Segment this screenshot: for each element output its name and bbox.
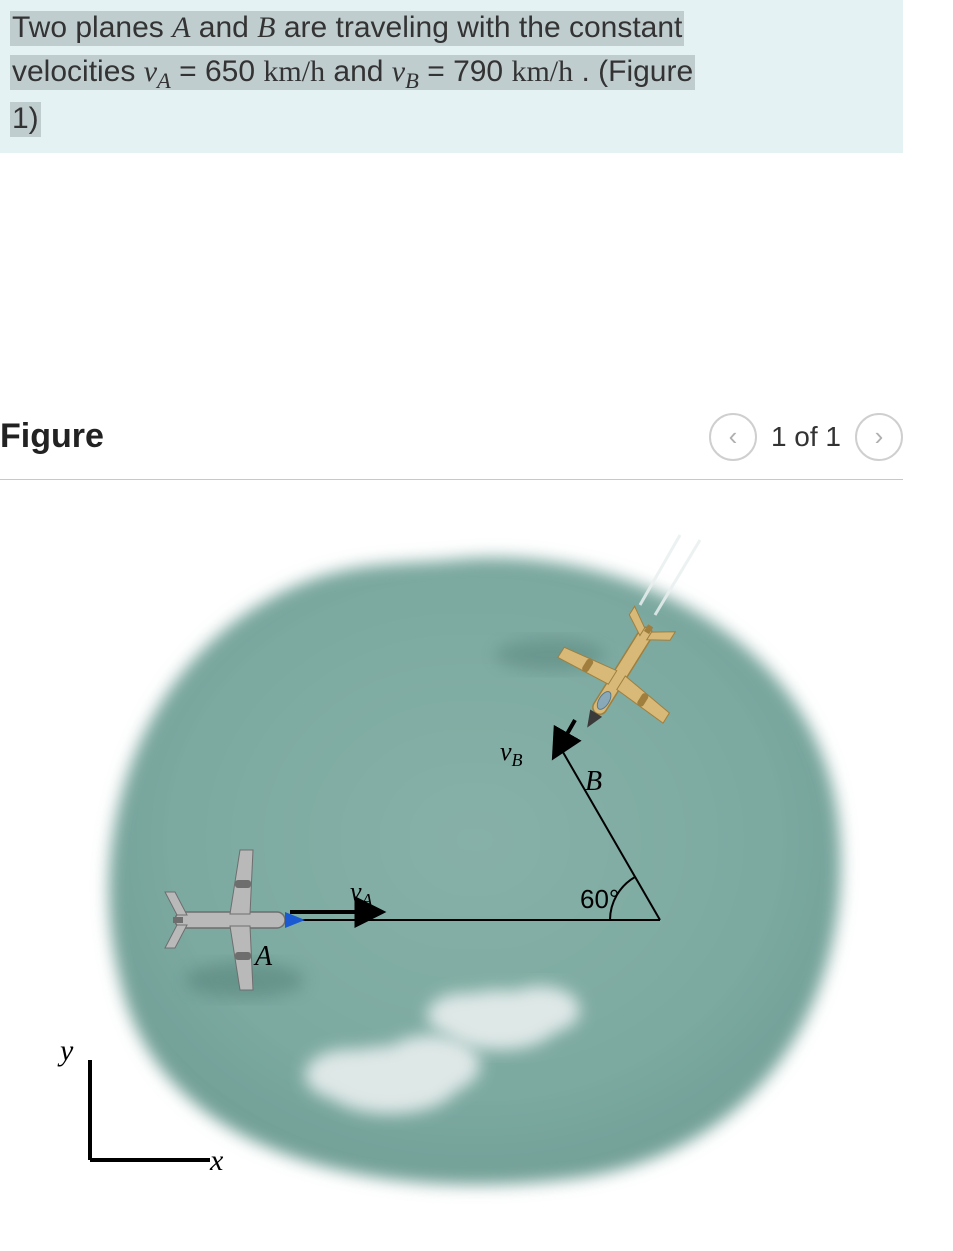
t: = 650 [171,55,264,88]
label-angle: 60° [580,884,619,914]
axis-x-label: x [209,1144,224,1177]
u: km [263,55,301,88]
figure-title: Figure [0,417,104,456]
problem-line1: Two planes A and B are traveling with th… [10,11,684,46]
chevron-right-icon: › [875,421,884,452]
figure-counter: 1 of 1 [771,421,841,453]
t: and [325,55,392,88]
sl: / [302,55,310,88]
problem-line2: velocities vA = 650 km/h and vB = 790 km… [10,55,695,90]
vA-sub: A [157,68,171,93]
label-A: A [253,941,273,972]
var-B: B [257,11,275,44]
sky-blob [109,557,841,1184]
problem-line3: 1) [10,102,41,137]
sl: / [550,55,558,88]
figure-header: Figure ‹ 1 of 1 › [0,413,903,480]
t: and [190,11,257,44]
figure-diagram: vA A vB B 60° y x [0,520,900,1220]
figure-nav: ‹ 1 of 1 › [709,413,903,461]
figure-prev-button[interactable]: ‹ [709,413,757,461]
t: . (Figure [573,55,693,88]
u: h [558,55,573,88]
vB-v: v [392,55,405,88]
chevron-left-icon: ‹ [729,421,738,452]
u: km [511,55,549,88]
vA-v: v [144,55,157,88]
t: velocities [12,55,144,88]
axis-y-label: y [57,1034,74,1067]
vB-sub: B [405,68,419,93]
label-B: B [585,766,602,797]
t: Two planes [12,11,172,44]
t: 1) [12,102,39,135]
figure-next-button[interactable]: › [855,413,903,461]
t: are traveling with the constant [275,11,682,44]
u: h [310,55,325,88]
problem-statement: Two planes A and B are traveling with th… [0,0,903,153]
var-A: A [172,11,190,44]
t: = 790 [419,55,512,88]
